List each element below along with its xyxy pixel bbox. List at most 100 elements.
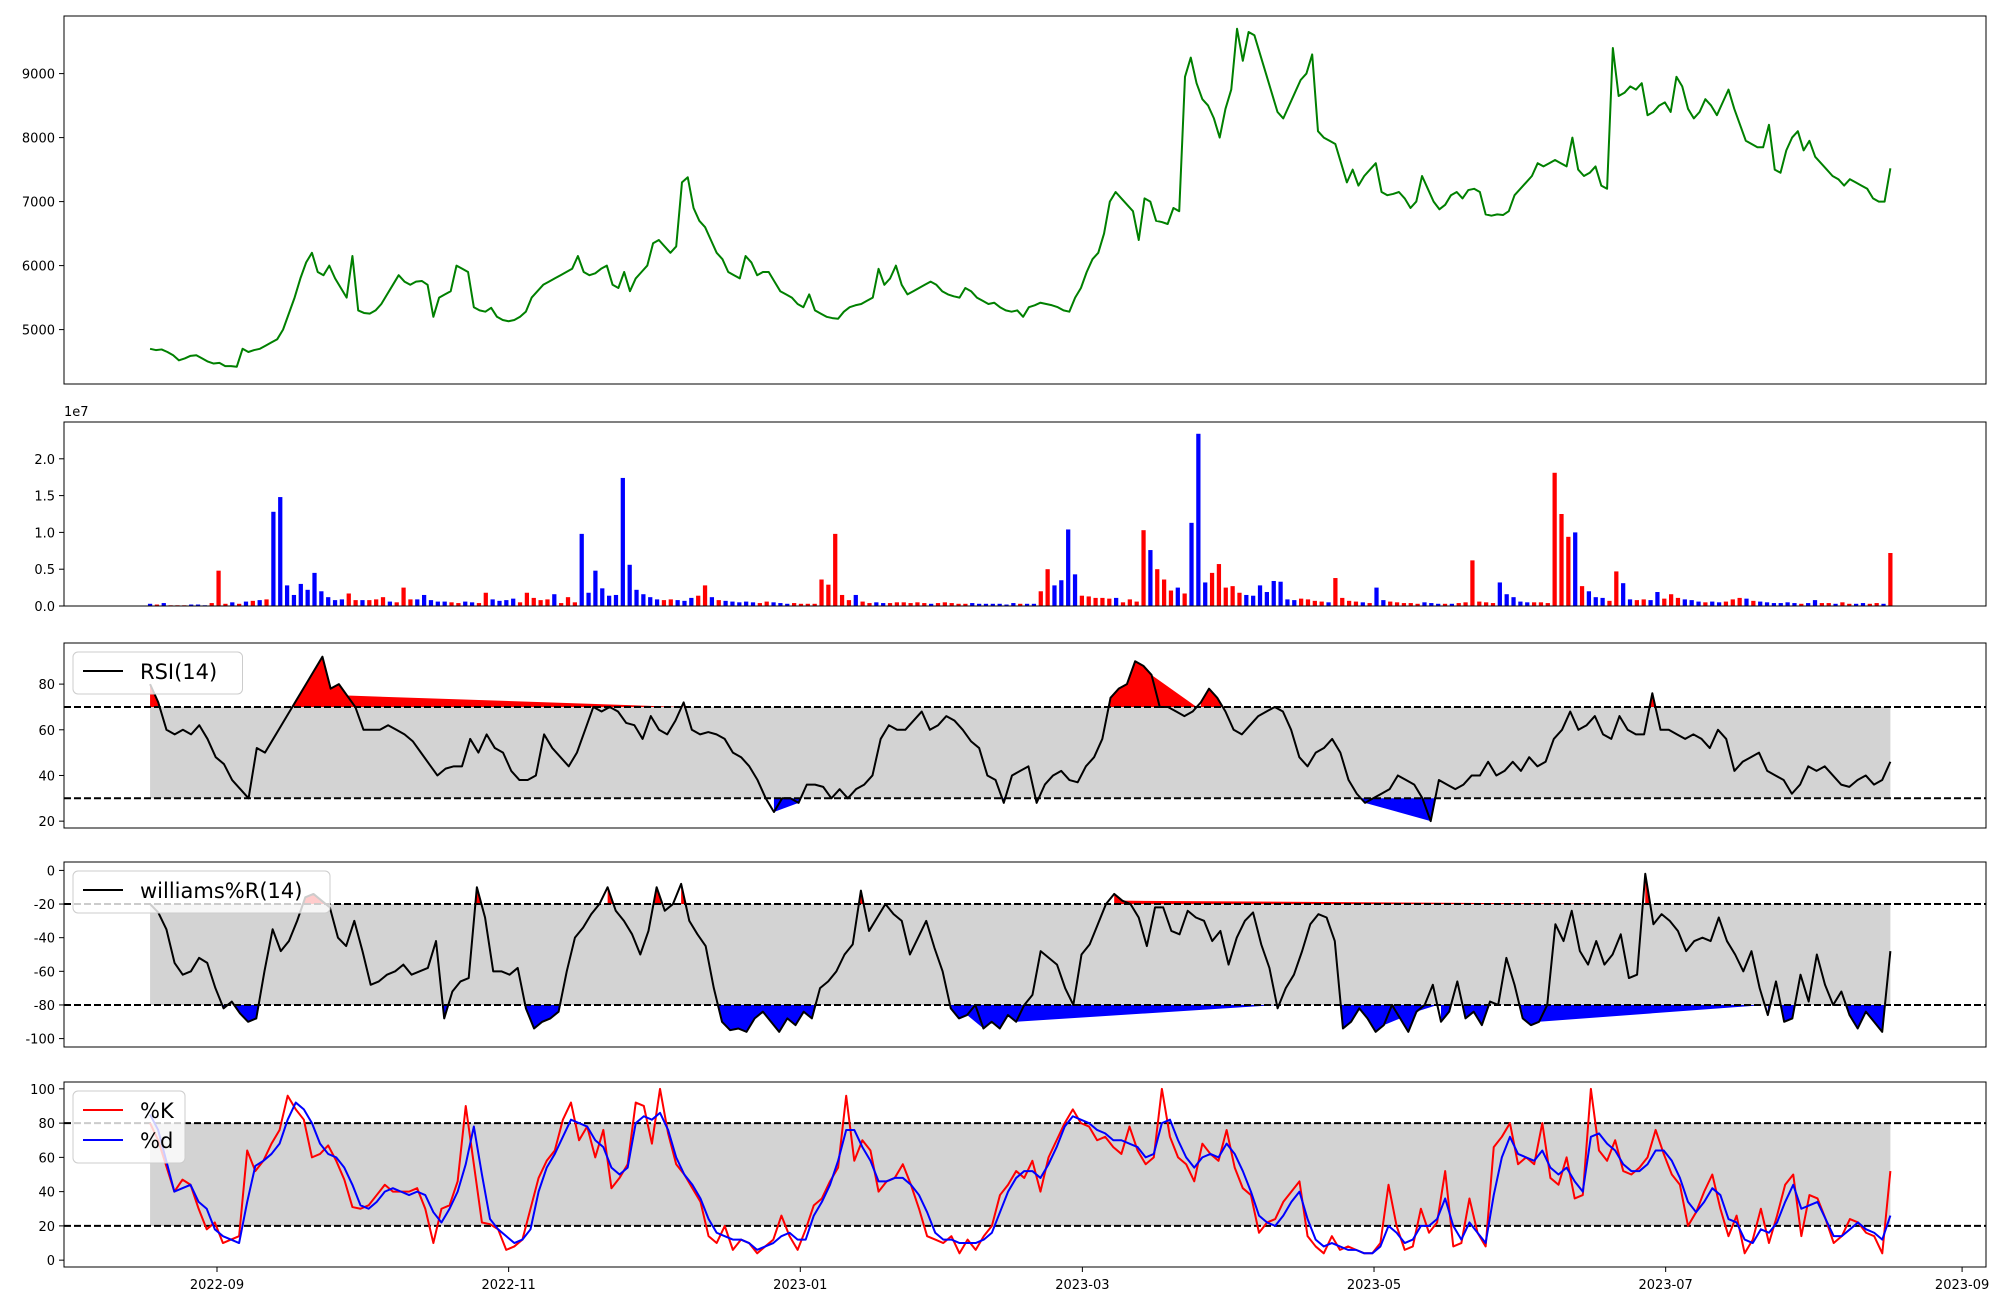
x-tick-label: 2023-07 [1639,1278,1693,1293]
volume-bar [319,591,324,606]
volume-bar [1758,601,1763,606]
volume-bar [1189,522,1194,606]
williams-panel: 0 -20 -40 -60 -80 -100 williams%R(14) [25,861,1987,1048]
williams-oversold-fill [1462,1004,1489,1026]
volume-bar [271,511,276,606]
volume-bar [648,597,653,606]
volume-bar [1442,603,1448,606]
volume-bar [497,600,502,606]
volume-bar [483,592,488,606]
volume-bar [668,599,673,606]
volume-bar [819,579,824,606]
volume-bar [826,584,831,606]
volume-bar [853,594,858,606]
volume-bar [154,604,160,606]
volume-bar [490,599,495,606]
volume-bar [456,603,461,606]
volume-bar [1011,603,1016,606]
volume-bar [620,477,625,606]
volume-bar [1477,601,1482,606]
price-line [149,27,1892,368]
volume-bar [1600,597,1605,606]
volume-bar [1401,603,1407,606]
volume-bar [1696,601,1701,606]
volume-bar [552,594,557,606]
volume-bar [1086,596,1091,606]
volume-bar [326,597,331,606]
williams-ytick-label: -20 [34,898,55,913]
volume-bar [387,601,392,606]
volume-bar [401,587,406,606]
volume-bar [833,533,838,606]
rsi-legend-label: RSI(14) [140,660,217,684]
volume-bar [1518,601,1523,606]
volume-bar [942,602,947,606]
volume-bar [661,600,667,606]
volume-bar [894,602,900,606]
volume-bar [216,570,221,606]
volume-bar [1703,602,1708,606]
volume-bar [1107,598,1112,606]
volume-bar [1874,603,1879,606]
volume-bar [1641,599,1646,606]
volume-bar [284,585,290,606]
volume-bar [976,603,982,606]
volume-bar [1826,603,1831,606]
volume-bar [607,595,612,606]
volume-bar [572,602,577,606]
price-panel: 5000 6000 7000 8000 9000 [22,15,1987,385]
volume-bar [524,592,530,606]
volume-bar [1785,602,1790,606]
volume-bar [1525,602,1530,606]
volume-bar [791,603,797,606]
stoch-ytick-label: 20 [38,1220,55,1235]
rsi-band-fill [150,706,1891,799]
volume-bar [1305,599,1311,606]
x-tick-label: 2023-09 [1935,1278,1989,1293]
williams-legend-label: williams%R(14) [140,879,302,903]
volume-bar [195,604,201,606]
volume-bar [257,600,262,606]
volume-bar [517,602,523,606]
volume-bar [586,592,591,606]
volume-bar [716,600,721,606]
volume-bar [867,603,872,606]
volume-bar [1806,603,1811,606]
volume-offset-label: 1e7 [64,405,89,420]
volume-bar [1627,599,1633,606]
volume-bar [915,602,920,606]
volume-bar [1346,600,1352,606]
volume-bar [983,603,989,606]
volume-bar [1059,580,1064,606]
volume-bar [1559,514,1564,606]
rsi-line [149,655,1892,823]
volume-bar [839,594,845,606]
volume-bar [675,600,680,606]
williams-ytick-label: 0 [47,864,55,879]
williams-oversold-fill [525,1004,560,1029]
volume-bar [1497,582,1502,606]
volume-bar [1319,601,1324,606]
volume-bar [1031,603,1037,606]
volume-bar [1155,569,1160,606]
volume-bar [449,602,454,606]
volume-bar [1716,602,1722,606]
volume-bar [1819,603,1824,606]
volume-bar [600,588,605,606]
volume-bar [1079,595,1085,606]
volume-bar [394,602,399,606]
williams-ytick-label: -40 [34,932,55,947]
volume-bar [956,603,961,606]
volume-frame [63,421,1987,607]
volume-bar [641,594,646,606]
volume-bar [504,600,509,606]
volume-bar [1271,580,1276,606]
volume-bar [1244,594,1249,606]
volume-bar [1799,603,1804,606]
volume-bar [908,603,913,606]
volume-bar [887,603,893,606]
williams-band-fill [150,904,1891,1005]
volume-bar [1209,572,1215,606]
volume-bar [339,599,345,606]
williams-ytick-label: -60 [34,965,55,980]
